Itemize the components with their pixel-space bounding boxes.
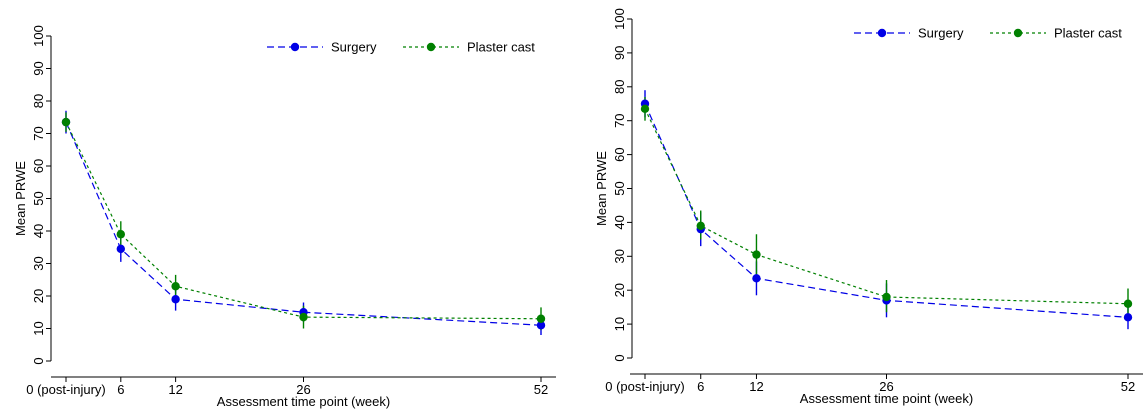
chart-panel-left: 0 10 20 30 40 50 60 70 80 90 100 Mean PRWE 0 (post-i… (0, 0, 568, 416)
legend-marker-surgery (877, 28, 887, 38)
data-point-surgery (536, 321, 546, 330)
y-tick-label: 20 (612, 283, 627, 297)
y-tick-label: 80 (612, 80, 627, 94)
legend-label-plaster-cast: Plaster cast (1054, 26, 1122, 41)
x-tick-label: 12 (749, 379, 763, 394)
legend-label-plaster-cast: Plaster cast (467, 40, 535, 55)
series-line-surgery (65, 121, 542, 326)
legend-label-surgery: Surgery (918, 26, 964, 41)
x-tick-label: 52 (534, 382, 548, 397)
y-tick-label: 100 (612, 8, 627, 30)
chart-panel-right: 0 10 20 30 40 50 60 70 80 90 100 Mean PRWE 0 (post-i… (576, 0, 1144, 416)
y-tick-label: 90 (612, 46, 627, 60)
series-line-plaster-cast (644, 108, 1129, 305)
y-tick-label: 0 (612, 354, 627, 361)
y-tick-label: 0 (31, 357, 46, 364)
x-tick-label: 6 (697, 379, 704, 394)
x-tick-label: 26 (879, 379, 893, 394)
data-point-plaster-cast (882, 292, 891, 302)
y-tick-label: 70 (31, 126, 46, 140)
data-point-surgery (752, 274, 761, 283)
data-point-plaster-cast (536, 314, 546, 323)
data-point-plaster-cast (116, 230, 126, 239)
data-point-plaster-cast (752, 250, 761, 259)
data-point-surgery (1123, 313, 1133, 322)
y-tick-label: 90 (31, 61, 46, 75)
legend-marker-surgery (290, 42, 300, 52)
y-tick-label: 70 (612, 113, 627, 127)
series-line-plaster-cast (65, 121, 542, 320)
y-tick-label: 30 (31, 256, 46, 270)
x-tick-label: 12 (168, 382, 182, 397)
x-tick-label: 0 (post-injury) (605, 379, 684, 394)
legend-marker-plaster-cast (1013, 28, 1023, 38)
x-tick-label: 52 (1121, 379, 1135, 394)
y-tick-label: 60 (612, 147, 627, 161)
x-tick-label: 6 (117, 382, 124, 397)
y-tick-label: 40 (612, 215, 627, 229)
y-tick-label: 10 (612, 317, 627, 331)
data-point-plaster-cast (171, 282, 180, 291)
y-axis-title: Mean PRWE (13, 161, 28, 236)
legend-label-surgery: Surgery (331, 40, 377, 55)
data-point-surgery (171, 295, 180, 304)
data-point-plaster-cast (696, 221, 705, 230)
data-point-plaster-cast (61, 117, 71, 127)
data-point-plaster-cast (299, 312, 308, 322)
data-point-plaster-cast (1123, 299, 1133, 308)
y-tick-label: 80 (31, 94, 46, 108)
y-axis-title: Mean PRWE (594, 151, 609, 226)
data-point-plaster-cast (640, 104, 650, 114)
x-tick-label: 0 (post-injury) (26, 382, 105, 397)
x-tick-label: 26 (296, 382, 310, 397)
y-tick-label: 40 (31, 224, 46, 238)
x-axis-title: Assessment time point (week) (217, 394, 390, 409)
y-tick-label: 50 (612, 181, 627, 195)
data-point-surgery (116, 244, 126, 254)
y-tick-label: 30 (612, 249, 627, 263)
legend-marker-plaster-cast (426, 42, 436, 52)
x-axis-title: Assessment time point (week) (800, 391, 973, 406)
y-tick-label: 10 (31, 321, 46, 335)
y-tick-label: 20 (31, 289, 46, 303)
y-tick-label: 50 (31, 191, 46, 205)
y-tick-label: 60 (31, 159, 46, 173)
y-tick-label: 100 (31, 25, 46, 47)
